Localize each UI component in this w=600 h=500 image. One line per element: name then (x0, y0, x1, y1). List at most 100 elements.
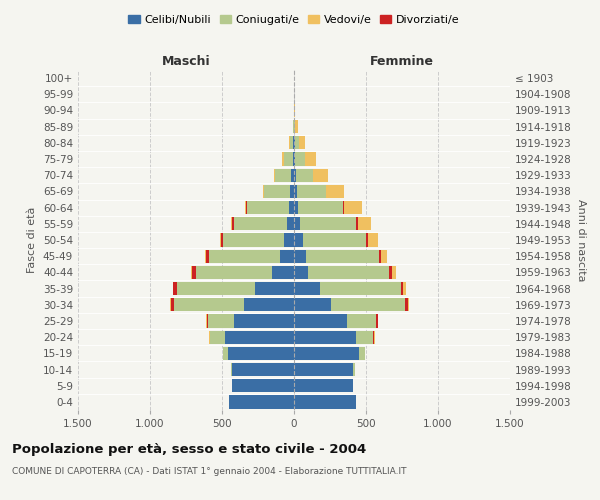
Bar (293, 136, 294, 149)
Bar (294, 282, 320, 295)
Text: COMUNE DI CAPOTERRA (CA) - Dati ISTAT 1° gennaio 2004 - Elaborazione TUTTITALIA.: COMUNE DI CAPOTERRA (CA) - Dati ISTAT 1°… (12, 468, 407, 476)
Bar (289, 201, 294, 214)
Bar (343, 201, 344, 214)
Bar (178, 282, 255, 295)
Bar (283, 152, 284, 166)
Bar (265, 185, 290, 198)
Bar (275, 168, 291, 182)
Bar (358, 217, 371, 230)
Bar (193, 266, 196, 279)
Bar (294, 168, 296, 182)
Bar (280, 250, 294, 263)
Legend: Celibi/Nubili, Coniugati/e, Vedovi/e, Divorziati/e: Celibi/Nubili, Coniugati/e, Vedovi/e, Di… (124, 10, 464, 29)
Bar (206, 250, 209, 263)
Bar (247, 201, 289, 214)
Bar (295, 152, 305, 166)
Bar (290, 185, 294, 198)
Bar (225, 330, 294, 344)
Bar (298, 201, 343, 214)
Bar (223, 234, 284, 246)
Bar (233, 314, 294, 328)
Bar (233, 217, 287, 230)
Bar (263, 185, 265, 198)
Bar (173, 282, 178, 295)
Bar (232, 217, 233, 230)
Bar (171, 298, 175, 312)
Bar (373, 330, 374, 344)
Text: Maschi: Maschi (161, 56, 211, 68)
Bar (403, 282, 406, 295)
Bar (356, 217, 358, 230)
Bar (196, 266, 272, 279)
Bar (223, 346, 228, 360)
Bar (206, 314, 207, 328)
Bar (291, 168, 294, 182)
Bar (359, 346, 365, 360)
Bar (220, 234, 221, 246)
Bar (379, 250, 381, 263)
Y-axis label: Fasce di età: Fasce di età (28, 207, 37, 273)
Bar (294, 234, 302, 246)
Bar (294, 152, 295, 166)
Bar (408, 298, 409, 312)
Bar (232, 379, 294, 392)
Bar (244, 298, 294, 312)
Bar (294, 346, 359, 360)
Bar (232, 363, 294, 376)
Bar (209, 330, 210, 344)
Bar (356, 330, 373, 344)
Bar (294, 266, 308, 279)
Bar (302, 234, 366, 246)
Bar (344, 201, 362, 214)
Bar (376, 314, 377, 328)
Bar (274, 168, 275, 182)
Bar (294, 330, 356, 344)
Bar (294, 185, 297, 198)
Bar (297, 185, 326, 198)
Bar (294, 120, 295, 134)
Bar (289, 136, 290, 149)
Bar (294, 298, 331, 312)
Bar (392, 266, 396, 279)
Bar (294, 379, 353, 392)
Bar (229, 396, 294, 408)
Text: Femmine: Femmine (370, 56, 434, 68)
Bar (287, 217, 294, 230)
Bar (320, 282, 401, 295)
Bar (175, 298, 244, 312)
Bar (300, 217, 356, 230)
Bar (255, 282, 294, 295)
Bar (170, 298, 171, 312)
Y-axis label: Anni di nascita: Anni di nascita (575, 198, 586, 281)
Bar (353, 363, 355, 376)
Bar (191, 266, 193, 279)
Bar (368, 234, 378, 246)
Bar (296, 168, 313, 182)
Bar (293, 120, 294, 134)
Bar (294, 250, 305, 263)
Bar (294, 396, 356, 408)
Bar (295, 120, 298, 134)
Bar (294, 104, 295, 117)
Bar (294, 363, 353, 376)
Bar (295, 136, 299, 149)
Bar (230, 217, 232, 230)
Bar (347, 314, 376, 328)
Bar (305, 250, 379, 263)
Text: Popolazione per età, sesso e stato civile - 2004: Popolazione per età, sesso e stato civil… (12, 442, 366, 456)
Bar (293, 152, 294, 166)
Bar (245, 201, 247, 214)
Bar (284, 234, 294, 246)
Bar (294, 314, 347, 328)
Bar (210, 330, 211, 344)
Bar (209, 250, 280, 263)
Bar (228, 346, 294, 360)
Bar (294, 217, 300, 230)
Bar (221, 234, 223, 246)
Bar (377, 314, 378, 328)
Bar (389, 266, 392, 279)
Bar (211, 330, 225, 344)
Bar (208, 314, 233, 328)
Bar (294, 136, 295, 149)
Bar (205, 250, 206, 263)
